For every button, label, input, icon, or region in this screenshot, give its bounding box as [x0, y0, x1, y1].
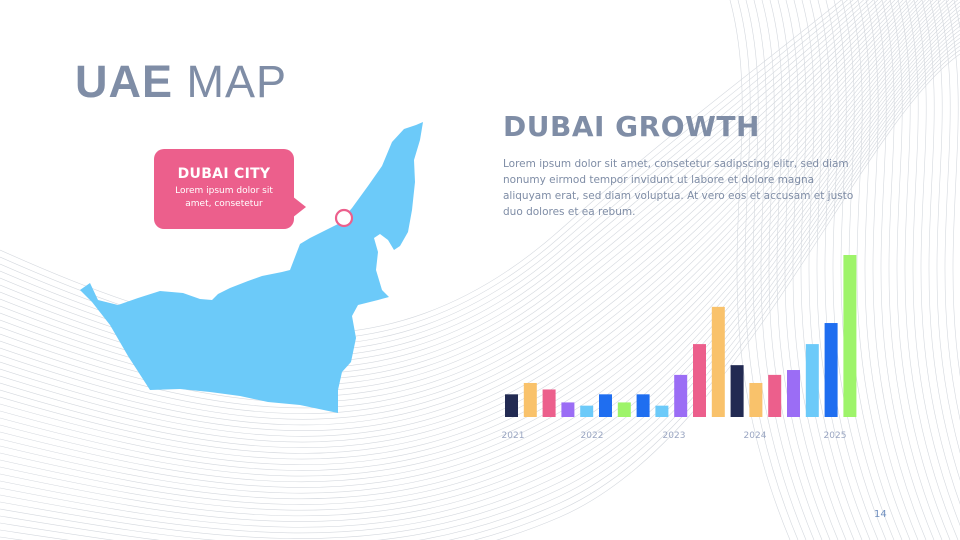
- x-tick-label: 2024: [744, 431, 767, 441]
- chart-bar: [580, 405, 594, 417]
- chart-bar: [505, 394, 518, 417]
- growth-heading: DUBAI GROWTH: [503, 110, 760, 143]
- callout-pointer: [292, 196, 306, 218]
- chart-bar: [805, 344, 819, 417]
- x-tick-label: 2023: [663, 431, 686, 441]
- chart-bar: [561, 402, 575, 417]
- chart-bar: [617, 402, 631, 417]
- growth-paragraph: Lorem ipsum dolor sit amet, consetetur s…: [503, 158, 854, 218]
- slide-title: UAE MAP: [75, 56, 287, 108]
- chart-bar: [523, 382, 537, 417]
- slide-title-bold: UAE: [75, 56, 174, 107]
- chart-bar: [711, 306, 725, 417]
- chart-bar: [599, 394, 612, 417]
- growth-bar-chart: 2021 2022 2023 2024 2025: [502, 255, 857, 441]
- slide-title-light: MAP: [186, 56, 288, 107]
- chart-bar: [542, 389, 556, 417]
- dubai-city-callout: DUBAI CITY Lorem ipsum dolor sit amet, c…: [154, 149, 294, 229]
- callout-text: Lorem ipsum dolor sit amet, consetetur: [175, 186, 273, 209]
- chart-bar: [768, 374, 782, 417]
- x-tick-label: 2022: [581, 431, 604, 441]
- page-number: 14: [874, 509, 887, 520]
- x-tick-label: 2025: [824, 431, 847, 441]
- chart-bar: [749, 382, 763, 417]
- dubai-location-marker[interactable]: [334, 208, 354, 228]
- chart-bar: [674, 374, 688, 417]
- uae-territory: [80, 122, 423, 413]
- chart-bar: [824, 323, 838, 417]
- chart-bar: [636, 394, 650, 417]
- chart-bar: [730, 365, 744, 417]
- callout-title: DUBAI CITY: [177, 166, 271, 182]
- chart-bar: [787, 370, 800, 417]
- x-tick-label: 2021: [502, 431, 525, 441]
- chart-bar: [843, 255, 857, 417]
- chart-bar: [655, 405, 669, 417]
- chart-bar: [693, 344, 706, 417]
